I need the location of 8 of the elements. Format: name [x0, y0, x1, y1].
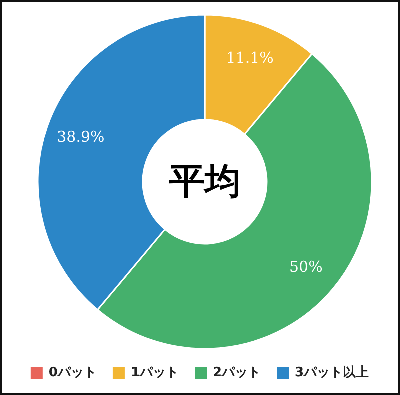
legend-label: 0パット: [48, 366, 97, 380]
data-label: 50%: [290, 258, 323, 276]
legend-label: 1パット: [130, 366, 179, 380]
legend-label: 3パット以上: [295, 366, 370, 380]
text: 平均: [169, 162, 241, 202]
data-label: 11.1%: [226, 48, 274, 67]
data-label: 38.9%: [57, 128, 105, 146]
legend-label: 2パット: [213, 366, 262, 380]
